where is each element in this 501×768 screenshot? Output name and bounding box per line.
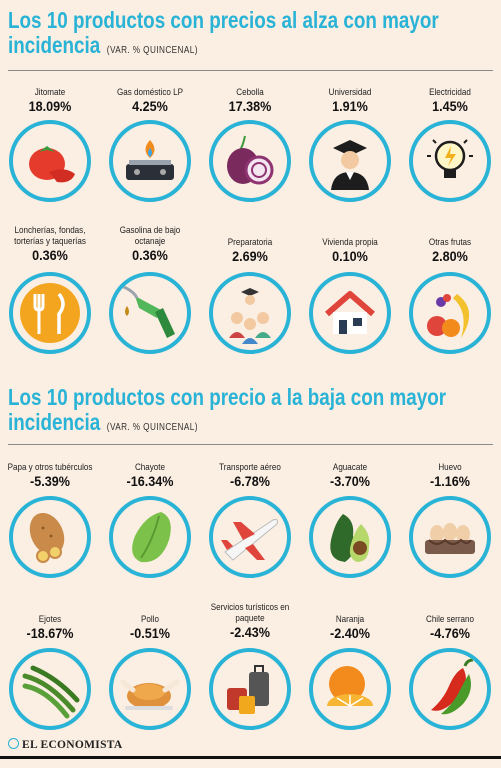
section-up-title-line1: Los 10 productos con precios al alza con…: [8, 7, 439, 33]
item-value: 18.09%: [28, 98, 72, 114]
item-name: Chile serrano: [425, 614, 475, 625]
chayote-icon: [109, 496, 191, 578]
item-value: 4.25%: [132, 98, 168, 114]
luggage-icon: [209, 648, 291, 730]
item-value: 0.10%: [332, 248, 368, 264]
item-value: -1.16%: [430, 473, 470, 489]
down-item-naranja: Naranja -2.40%: [300, 614, 400, 641]
chili-icon: [409, 648, 491, 730]
down-item-transporte: Transporte aéreo -6.78%: [200, 462, 300, 489]
item-value: -2.43%: [230, 624, 270, 640]
gas-stove-icon: [109, 120, 191, 202]
item-name: Gasolina de bajo octanaje: [119, 225, 181, 247]
potato-icon: [9, 496, 91, 578]
tomato-icon: [9, 120, 91, 202]
graduate-icon: [309, 120, 391, 202]
item-name: Vivienda propia: [322, 237, 378, 248]
airplane-icon: [209, 496, 291, 578]
up-item-preparatoria: Preparatoria 2.69%: [200, 237, 300, 264]
item-value: -6.78%: [230, 473, 270, 489]
up-item-cebolla: Cebolla 17.38%: [200, 87, 300, 114]
item-name: Pollo: [141, 614, 159, 625]
brand-name: EL ECONOMISTA: [22, 739, 123, 751]
item-value: -18.67%: [26, 625, 74, 641]
section-up-divider: [8, 70, 493, 71]
item-name: Papa y otros tubérculos: [7, 462, 93, 473]
item-value: 17.38%: [228, 98, 272, 114]
avocado-icon: [309, 496, 391, 578]
item-name: Servicios turísticos en paquete: [210, 602, 290, 624]
brand-footer: EL ECONOMISTA: [8, 738, 123, 751]
section-up-title: Los 10 productos con precios al alza con…: [8, 8, 439, 63]
section-down-divider: [8, 444, 493, 445]
onion-icon: [209, 120, 291, 202]
lightbulb-icon: [409, 120, 491, 202]
down-item-chile: Chile serrano -4.76%: [400, 614, 500, 641]
down-item-pollo: Pollo -0.51%: [100, 614, 200, 641]
house-icon: [309, 272, 391, 354]
item-value: -3.70%: [330, 473, 370, 489]
item-name: Naranja: [335, 614, 365, 625]
item-name: Transporte aéreo: [219, 462, 281, 473]
students-icon: [209, 272, 291, 354]
item-name: Preparatoria: [227, 237, 273, 248]
cutlery-icon: [9, 272, 91, 354]
item-value: 0.36%: [32, 247, 68, 263]
down-item-papa: Papa y otros tubérculos -5.39%: [0, 462, 100, 489]
up-item-gas: Gas doméstico LP 4.25%: [100, 87, 200, 114]
item-value: 2.80%: [432, 248, 468, 264]
down-item-chayote: Chayote -16.34%: [100, 462, 200, 489]
item-name: Chayote: [134, 462, 166, 473]
item-value: 2.69%: [232, 248, 268, 264]
section-down-note: (VAR. % QUINCENAL): [106, 422, 198, 433]
section-up-title-line2: incidencia: [8, 32, 101, 58]
item-name: Universidad: [328, 87, 372, 98]
up-item-electricidad: Electricidad 1.45%: [400, 87, 500, 114]
section-up-note: (VAR. % QUINCENAL): [106, 45, 198, 56]
item-value: -5.39%: [30, 473, 70, 489]
item-value: -0.51%: [130, 625, 170, 641]
down-item-aguacate: Aguacate -3.70%: [300, 462, 400, 489]
fuel-nozzle-icon: [109, 272, 191, 354]
section-down-title-line2: incidencia: [8, 409, 101, 435]
section-down-title-line1: Los 10 productos con precio a la baja co…: [8, 384, 447, 410]
item-name: Electricidad: [429, 87, 471, 98]
item-name: Loncherías, fondas, torterías y taquería…: [14, 225, 86, 247]
down-item-ejotes: Ejotes -18.67%: [0, 614, 100, 641]
item-value: -4.76%: [430, 625, 470, 641]
item-value: -16.34%: [126, 473, 174, 489]
up-item-vivienda: Vivienda propia 0.10%: [300, 237, 400, 264]
orange-icon: [309, 648, 391, 730]
roast-chicken-icon: [109, 648, 191, 730]
section-down-title: Los 10 productos con precio a la baja co…: [8, 385, 446, 440]
up-item-frutas: Otras frutas 2.80%: [400, 237, 500, 264]
item-value: 1.45%: [432, 98, 468, 114]
item-name: Huevo: [438, 462, 462, 473]
up-item-jitomate: Jitomate 18.09%: [0, 87, 100, 114]
item-value: 0.36%: [132, 247, 168, 263]
item-name: Otras frutas: [428, 237, 472, 248]
eggs-icon: [409, 496, 491, 578]
item-name: Jitomate: [34, 87, 66, 98]
up-item-gasolina: Gasolina de bajo octanaje 0.36%: [100, 225, 200, 263]
down-item-servicios: Servicios turísticos en paquete -2.43%: [200, 602, 300, 640]
fruits-icon: [409, 272, 491, 354]
up-item-loncherias: Loncherías, fondas, torterías y taquería…: [0, 225, 100, 263]
item-name: Ejotes: [38, 614, 62, 625]
item-name: Cebolla: [236, 87, 264, 98]
brand-logo-icon: [8, 738, 19, 749]
item-name: Gas doméstico LP: [117, 87, 183, 98]
down-item-huevo: Huevo -1.16%: [400, 462, 500, 489]
item-value: 1.91%: [332, 98, 368, 114]
green-beans-icon: [9, 648, 91, 730]
item-value: -2.40%: [330, 625, 370, 641]
item-name: Aguacate: [332, 462, 368, 473]
up-item-universidad: Universidad 1.91%: [300, 87, 400, 114]
bottom-bar: [0, 756, 501, 759]
